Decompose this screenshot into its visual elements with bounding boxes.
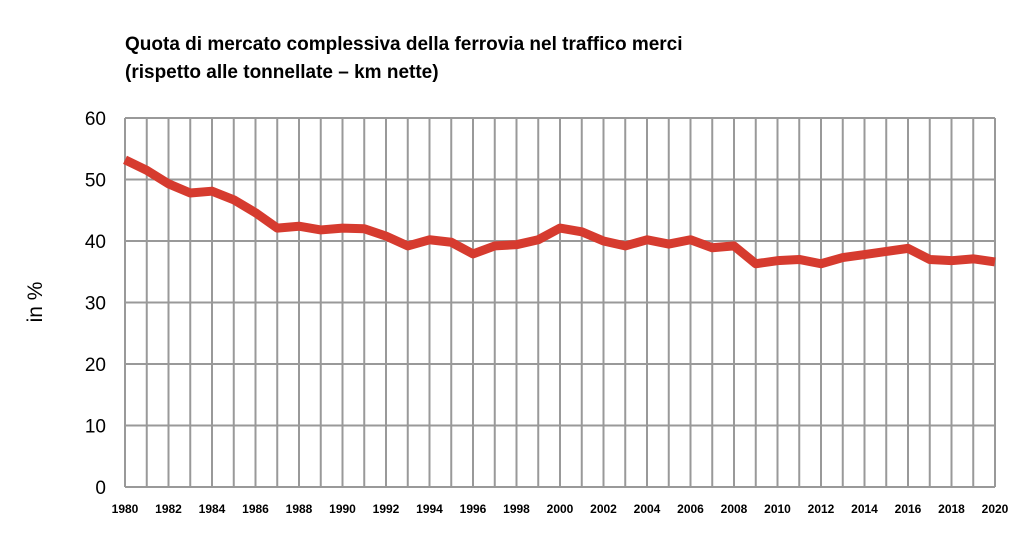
y-tick-label: 0 [95,478,106,499]
x-tick-label: 1992 [373,502,400,516]
x-tick-label: 1996 [460,502,487,516]
y-tick-label: 40 [85,232,106,253]
y-tick-label: 60 [85,109,106,130]
x-tick-label: 2000 [547,502,574,516]
x-tick-label: 1990 [329,502,356,516]
chart-title-line-1: Quota di mercato complessiva della ferro… [125,34,683,55]
series [123,155,996,269]
x-tick-label: 2012 [808,502,835,516]
chart-title-line-2: (rispetto alle tonnellate – km nette) [125,62,439,83]
x-tick-label: 2004 [634,502,661,516]
y-tick-label: 30 [85,294,106,315]
x-ticks: 1980 1982 1984 1986 1988 1990 1992 1994 1996 1998… [112,502,1009,516]
y-tick-label: 50 [85,171,106,192]
x-tick-label: 2018 [938,502,965,516]
x-tick-label: 1984 [199,502,226,516]
x-tick-label: 2010 [764,502,791,516]
x-tick-label: 1998 [503,502,530,516]
x-tick-label: 2008 [721,502,748,516]
x-tick-label: 2020 [982,502,1009,516]
x-tick-label: 2006 [677,502,704,516]
y-axis-label: in % [24,282,47,323]
x-tick-label: 1988 [286,502,313,516]
grid [124,117,996,488]
x-tick-label: 1986 [242,502,269,516]
y-tick-label: 10 [85,417,106,438]
x-tick-label: 2014 [851,502,878,516]
y-ticks: 0 10 20 30 40 50 60 [85,109,106,499]
y-tick-label: 20 [85,355,106,376]
x-tick-label: 1994 [416,502,443,516]
x-tick-label: 2016 [895,502,922,516]
x-tick-label: 2002 [590,502,617,516]
x-tick-label: 1980 [112,502,139,516]
x-tick-label: 1982 [155,502,182,516]
